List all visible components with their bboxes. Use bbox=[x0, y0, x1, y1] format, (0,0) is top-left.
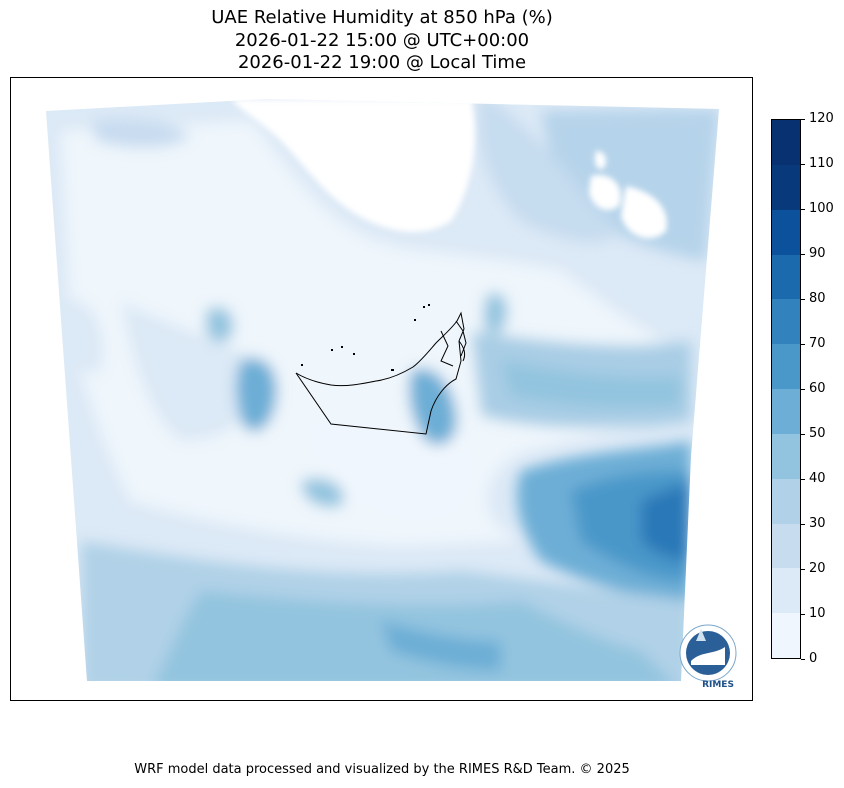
logo-text: RIMES bbox=[702, 680, 734, 690]
humidity-field bbox=[46, 99, 719, 681]
colorbar-tick-label: 120 bbox=[809, 111, 834, 126]
colorbar-tick-label: 100 bbox=[809, 201, 834, 216]
rimes-logo bbox=[679, 624, 737, 682]
colorbar-tick bbox=[801, 389, 805, 390]
colorbar-tick bbox=[801, 344, 805, 345]
colorbar-tick bbox=[801, 479, 805, 480]
colorbar-tick-label: 20 bbox=[809, 561, 826, 576]
colorbar-tick-label: 40 bbox=[809, 471, 826, 486]
colorbar-tick-label: 110 bbox=[809, 156, 834, 171]
colorbar-segment bbox=[772, 388, 800, 434]
humidity-map bbox=[46, 99, 737, 682]
colorbar-tick bbox=[801, 254, 805, 255]
title-line-3: 2026-01-22 19:00 @ Local Time bbox=[237, 52, 527, 73]
colorbar-tick-label: 30 bbox=[809, 516, 826, 531]
colorbar-tick bbox=[801, 119, 805, 120]
colorbar-segment bbox=[772, 343, 800, 389]
colorbar-segment bbox=[772, 523, 800, 569]
colorbar-tick-label: 60 bbox=[809, 381, 826, 396]
colorbar-segment bbox=[772, 254, 800, 300]
colorbar-segment bbox=[772, 209, 800, 255]
colorbar-tick bbox=[801, 299, 805, 300]
colorbar-segment bbox=[772, 612, 800, 658]
colorbar-tick-label: 90 bbox=[809, 246, 826, 261]
colorbar-tick bbox=[801, 614, 805, 615]
colorbar-tick bbox=[801, 659, 805, 660]
colorbar-tick bbox=[801, 569, 805, 570]
colorbar-tick-label: 10 bbox=[809, 606, 826, 621]
uae-boundary bbox=[295, 311, 467, 435]
colorbar-segment bbox=[772, 298, 800, 345]
map-frame: RIMES bbox=[10, 77, 753, 701]
colorbar-segment bbox=[772, 567, 800, 614]
colorbar-tick bbox=[801, 524, 805, 525]
colorbar-segment bbox=[772, 433, 800, 479]
colorbar-tick-label: 80 bbox=[809, 291, 826, 306]
colorbar-tick bbox=[801, 209, 805, 210]
colorbar-tick-label: 0 bbox=[809, 651, 818, 666]
colorbar bbox=[771, 119, 801, 659]
colorbar-tick-label: 50 bbox=[809, 426, 826, 441]
colorbar-segment bbox=[772, 119, 800, 165]
colorbar-tick-label: 70 bbox=[809, 336, 826, 351]
uae-islands bbox=[301, 304, 430, 371]
title-line-2: 2026-01-22 15:00 @ UTC+00:00 bbox=[234, 30, 530, 51]
colorbar-tick bbox=[801, 164, 805, 165]
colorbar-tick bbox=[801, 434, 805, 435]
footer-credit: WRF model data processed and visualized … bbox=[134, 762, 630, 777]
title-line-1: UAE Relative Humidity at 850 hPa (%) bbox=[211, 7, 553, 28]
colorbar-segment bbox=[772, 478, 800, 524]
colorbar-segment bbox=[772, 164, 800, 210]
